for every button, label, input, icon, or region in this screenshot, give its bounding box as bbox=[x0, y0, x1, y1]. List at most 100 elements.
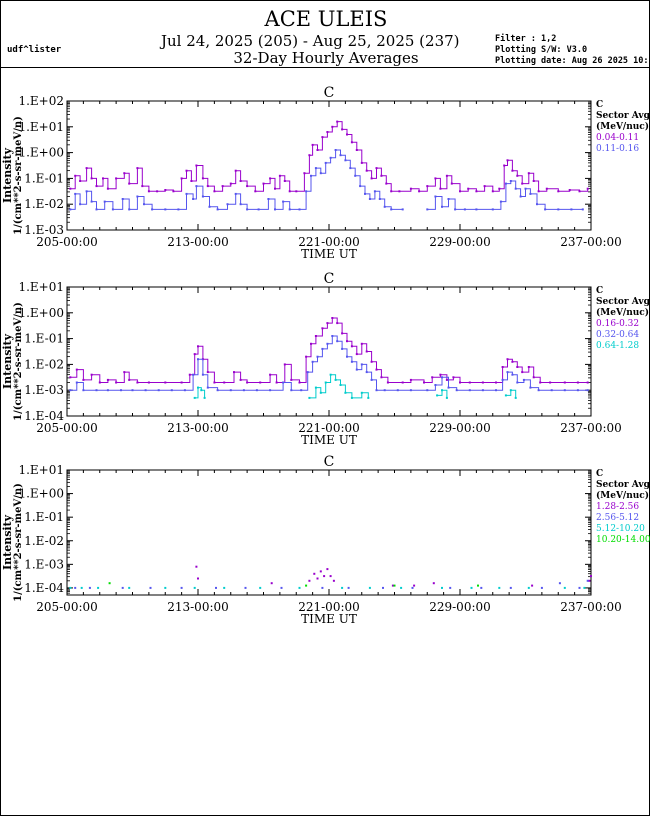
data-point bbox=[454, 208, 457, 211]
x-tick-label: 205-00:00 bbox=[36, 421, 98, 435]
data-point bbox=[90, 200, 93, 203]
data-point bbox=[349, 167, 352, 170]
data-point bbox=[447, 198, 450, 200]
data-point bbox=[269, 389, 272, 392]
data-point bbox=[95, 208, 98, 211]
chart-panel-3: 205-00:00 213-00:00 221-00:00 229-00:00 237-… bbox=[1, 454, 650, 626]
data-point bbox=[516, 381, 519, 384]
data-point bbox=[274, 208, 276, 211]
data-point bbox=[360, 161, 363, 164]
data-point bbox=[468, 389, 471, 392]
data-point bbox=[326, 322, 329, 325]
series-1 bbox=[69, 120, 589, 193]
data-point bbox=[314, 167, 317, 170]
x-tick-label: 221-00:00 bbox=[298, 600, 360, 614]
data-point bbox=[288, 190, 291, 193]
data-point bbox=[298, 208, 301, 211]
x-tick-label: 237-00:00 bbox=[560, 600, 622, 614]
data-point bbox=[393, 584, 396, 587]
data-point bbox=[495, 389, 497, 392]
page-subtitle: 32-Day Hourly Averages bbox=[233, 49, 419, 67]
data-point bbox=[441, 376, 443, 379]
data-point bbox=[504, 182, 507, 185]
data-point bbox=[506, 358, 509, 361]
legend-heading: Sector Avg bbox=[596, 480, 650, 490]
legend-entry: 1.28-2.56 bbox=[596, 502, 639, 512]
y-axis-label: Intensity bbox=[1, 147, 14, 203]
data-point bbox=[509, 389, 512, 392]
data-point bbox=[97, 586, 100, 589]
data-point bbox=[310, 174, 312, 177]
x-tick-label: 221-00:00 bbox=[298, 421, 360, 435]
data-point bbox=[164, 381, 167, 384]
data-point bbox=[558, 582, 561, 585]
data-point bbox=[201, 177, 204, 180]
data-point bbox=[180, 381, 183, 384]
data-point bbox=[319, 172, 322, 175]
legend-heading: C bbox=[596, 469, 603, 479]
data-point bbox=[455, 389, 458, 392]
y-tick-label: 1.E+01 bbox=[18, 463, 64, 477]
data-point bbox=[95, 185, 98, 188]
data-point bbox=[229, 182, 232, 185]
data-point bbox=[143, 203, 145, 206]
data-point bbox=[144, 389, 147, 392]
data-point bbox=[436, 394, 439, 397]
data-point bbox=[336, 340, 339, 343]
data-point bbox=[483, 185, 486, 188]
data-point bbox=[216, 389, 219, 392]
data-point bbox=[524, 187, 527, 190]
data-point bbox=[341, 586, 344, 589]
data-point bbox=[390, 190, 393, 193]
data-point bbox=[193, 353, 196, 356]
data-point bbox=[527, 172, 530, 175]
data-point bbox=[329, 373, 332, 376]
data-point bbox=[82, 389, 85, 392]
series-1 bbox=[69, 317, 589, 384]
legend-heading: Sector Avg bbox=[596, 297, 650, 307]
data-point bbox=[319, 391, 322, 394]
data-point bbox=[532, 180, 535, 182]
data-point bbox=[332, 579, 335, 582]
data-point bbox=[339, 384, 342, 386]
x-tick-label: 229-00:00 bbox=[429, 421, 491, 435]
data-point bbox=[267, 198, 270, 200]
data-point bbox=[370, 378, 373, 381]
data-point bbox=[79, 180, 82, 182]
chart-title: C bbox=[324, 85, 335, 101]
data-point bbox=[360, 391, 363, 394]
data-point bbox=[537, 190, 540, 193]
data-point bbox=[445, 174, 448, 177]
data-point bbox=[190, 180, 193, 182]
data-point bbox=[511, 169, 514, 172]
data-point bbox=[316, 149, 319, 151]
data-point bbox=[180, 177, 183, 180]
y-tick-label: 1.E-02 bbox=[24, 534, 64, 548]
data-point bbox=[136, 195, 139, 198]
data-point bbox=[344, 159, 347, 162]
legend-heading: (MeV/nuc) bbox=[596, 121, 649, 132]
data-point bbox=[481, 381, 484, 384]
data-point bbox=[321, 327, 324, 330]
x-tick-label: 213-00:00 bbox=[167, 421, 229, 435]
data-point bbox=[509, 180, 512, 182]
legend-heading: (MeV/nuc) bbox=[596, 307, 649, 318]
data-point bbox=[203, 396, 206, 399]
data-point bbox=[74, 586, 77, 589]
data-point bbox=[400, 586, 403, 589]
data-point bbox=[298, 586, 301, 589]
plot-metadata: Filter : 1,2 Plotting S/W: V3.0 Plotting… bbox=[495, 34, 650, 67]
data-point bbox=[206, 386, 209, 389]
data-point bbox=[106, 187, 109, 190]
legend-entry: 0.32-0.64 bbox=[596, 330, 639, 340]
y-tick-label: 1.E-03 bbox=[24, 383, 64, 397]
data-point bbox=[128, 586, 131, 589]
data-point bbox=[314, 335, 317, 337]
series-line bbox=[194, 374, 517, 399]
data-point bbox=[519, 195, 522, 198]
y-tick-label: 1.E-04 bbox=[24, 409, 64, 423]
data-point bbox=[193, 396, 196, 399]
data-point bbox=[310, 342, 312, 345]
data-point bbox=[259, 381, 262, 384]
legend-entry: 0.64-1.28 bbox=[596, 341, 639, 351]
